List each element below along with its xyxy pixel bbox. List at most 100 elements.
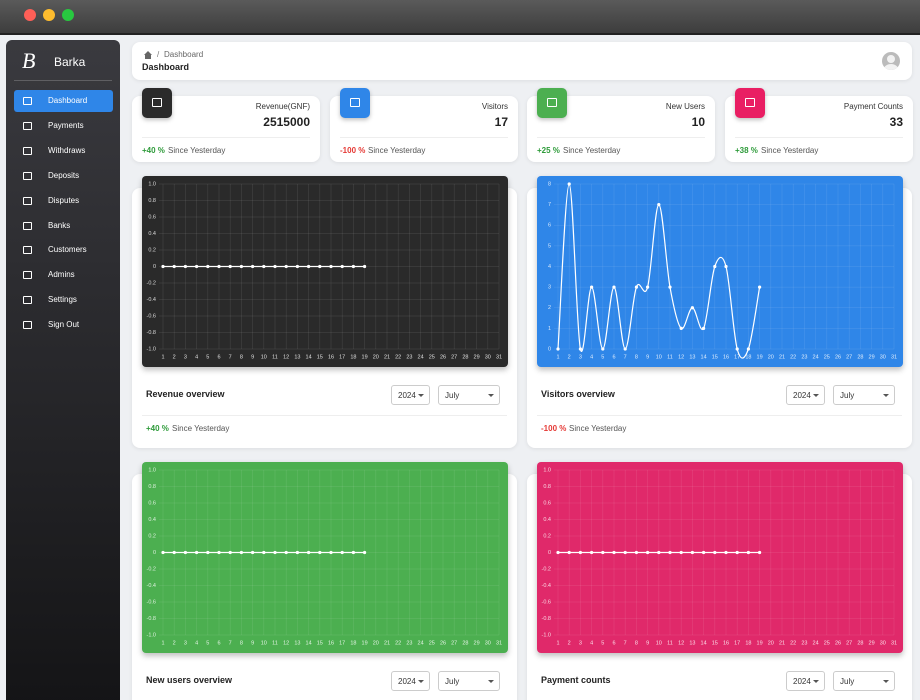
x-tick-label: 1	[556, 354, 559, 360]
select-value: 2024	[793, 391, 811, 400]
data-point	[679, 550, 683, 555]
data-point	[713, 264, 717, 269]
x-tick-label: 1	[161, 354, 164, 360]
chart-panel: -1.0 -0.8 -0.6 -0.4 -0.2 0 0.2 0.4 0.6 0.8 1.0 1 2 3 4…	[142, 462, 508, 653]
stat-label: Revenue(GNF)	[255, 102, 310, 111]
menu-icon	[23, 296, 32, 305]
menu-item[interactable]: Admins	[14, 264, 113, 286]
menu-item[interactable]: Payments	[14, 115, 113, 137]
x-tick-label: 15	[317, 354, 323, 360]
x-tick-label: 14	[306, 640, 312, 646]
stat-value: 17	[494, 115, 508, 129]
x-tick-label: 4	[590, 354, 593, 360]
y-tick-label: 0.6	[543, 500, 551, 506]
data-point	[217, 550, 221, 555]
x-tick-label: 30	[485, 640, 491, 646]
select-year[interactable]: 2024	[786, 671, 825, 691]
data-point	[758, 285, 762, 289]
data-point	[567, 182, 571, 186]
y-tick-label: 0.4	[148, 231, 156, 237]
y-tick-label: 0.6	[148, 500, 156, 506]
menu-label: Withdraws	[48, 145, 86, 155]
y-tick-label: 0.4	[543, 517, 551, 523]
y-tick-label: 1	[548, 326, 551, 332]
select-value: July	[840, 391, 855, 400]
menu-item[interactable]: Withdraws	[14, 140, 113, 162]
select-month[interactable]: July	[438, 385, 500, 405]
x-tick-label: 18	[745, 640, 751, 646]
select-year[interactable]: 2024	[786, 385, 825, 405]
y-tick-label: 5	[548, 243, 551, 249]
x-tick-label: 18	[745, 354, 751, 360]
x-tick-label: 26	[835, 354, 841, 360]
x-tick-label: 9	[646, 640, 649, 646]
maximize-button[interactable]	[62, 9, 74, 21]
data-point	[702, 550, 706, 555]
data-point	[307, 550, 311, 555]
y-tick-label: 8	[548, 181, 551, 187]
y-tick-label: -1.0	[542, 632, 551, 638]
data-point	[702, 326, 706, 330]
menu-item[interactable]: Settings	[14, 289, 113, 311]
menu-item[interactable]: Sign Out	[14, 314, 113, 336]
x-tick-label: 6	[217, 640, 220, 646]
data-point	[206, 264, 210, 269]
x-tick-label: 30	[880, 640, 886, 646]
x-tick-label: 2	[173, 354, 176, 360]
menu-item[interactable]: Customers	[14, 239, 113, 261]
title-bar	[0, 0, 920, 35]
select-month[interactable]: July	[438, 671, 500, 691]
close-button[interactable]	[24, 9, 36, 21]
chart: -1.0-0.8-0.6-0.4-0.200.20.40.60.81.01 2 3 4…	[147, 467, 503, 646]
x-tick-label: 25	[429, 354, 435, 360]
data-point	[262, 550, 266, 555]
x-tick-label: 23	[801, 354, 807, 360]
y-tick-label: -0.4	[542, 583, 551, 589]
select-month[interactable]: July	[833, 671, 895, 691]
x-tick-label: 26	[835, 640, 841, 646]
data-point	[295, 550, 299, 555]
data-point	[295, 264, 299, 269]
data-point	[195, 550, 199, 555]
x-tick-label: 19	[362, 640, 368, 646]
x-tick-label: 25	[824, 640, 830, 646]
select-year[interactable]: 2024	[391, 385, 430, 405]
menu-item[interactable]: Banks	[14, 215, 113, 237]
menu-item[interactable]: Dashboard	[14, 90, 113, 112]
data-point	[172, 550, 176, 555]
x-tick-label: 1	[161, 640, 164, 646]
menu-icon	[23, 97, 32, 105]
y-tick-label: 0.8	[148, 484, 156, 490]
y-tick-label: -0.6	[147, 599, 156, 605]
data-point	[318, 550, 322, 555]
menu-item[interactable]: Disputes	[14, 190, 113, 212]
x-tick-label: 10	[261, 640, 267, 646]
select-caret	[488, 680, 494, 683]
data-point	[239, 264, 243, 269]
data-point	[195, 264, 199, 269]
stat-divider	[340, 137, 508, 138]
select-year[interactable]: 2024	[391, 671, 430, 691]
y-tick-label: -0.6	[147, 313, 156, 319]
menu-item[interactable]: Deposits	[14, 165, 113, 187]
x-tick-label: 18	[350, 354, 356, 360]
select-value: 2024	[398, 391, 416, 400]
logo: B	[22, 48, 36, 73]
select-month[interactable]: July	[833, 385, 895, 405]
data-point	[217, 264, 221, 269]
stat-divider	[142, 137, 310, 138]
x-tick-label: 15	[712, 640, 718, 646]
chart-divider	[537, 415, 902, 416]
x-tick-label: 7	[229, 354, 232, 360]
data-point	[363, 550, 367, 555]
avatar[interactable]	[882, 52, 900, 70]
minimize-button[interactable]	[43, 9, 55, 21]
select-caret	[813, 680, 819, 683]
menu-icon	[23, 121, 32, 130]
x-tick-label: 24	[418, 354, 424, 360]
breadcrumb[interactable]: Dashboard	[164, 50, 204, 59]
data-point	[646, 550, 650, 555]
x-tick-label: 15	[712, 354, 718, 360]
y-tick-label: 0.8	[148, 198, 156, 204]
select-caret	[418, 394, 424, 397]
